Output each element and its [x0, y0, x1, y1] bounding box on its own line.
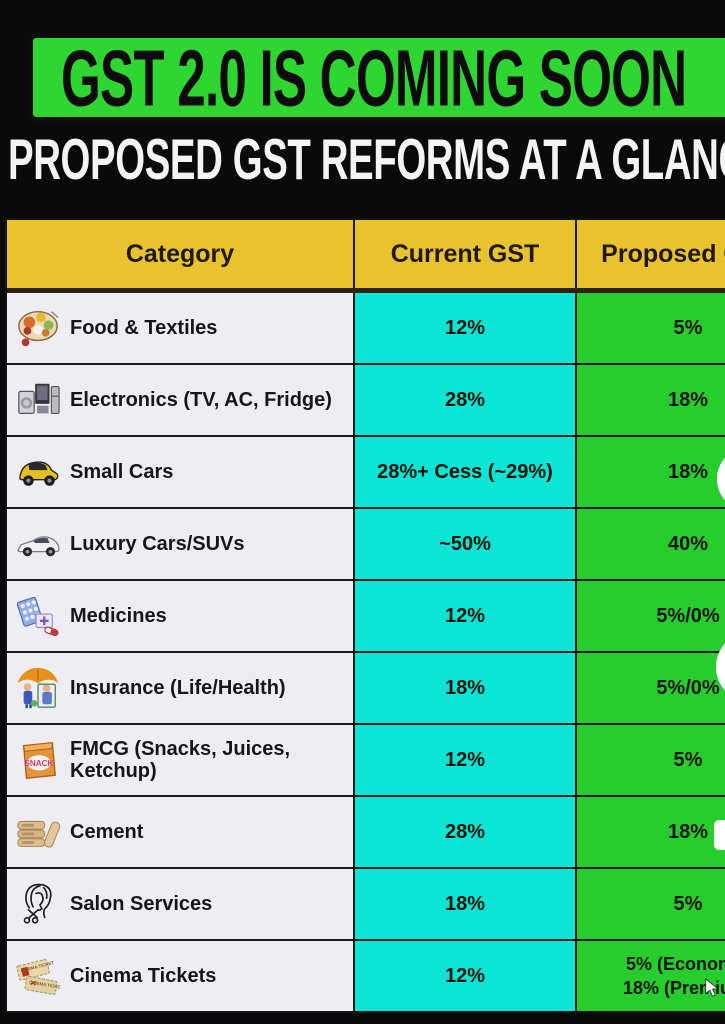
- table-row: Insurance (Life/Health) 18% 5%/0%: [7, 653, 725, 725]
- table-row: Medicines 12% 5%/0%: [7, 581, 725, 653]
- page-subtitle: PROPOSED GST REFORMS AT A GLANCE: [8, 128, 725, 192]
- table-row: Electronics (TV, AC, Fridge) 28% 18%: [7, 365, 725, 437]
- category-label: Salon Services: [70, 892, 213, 915]
- table-row: SNACK FMCG (Snacks, Juices, Ketchup) 12%…: [7, 725, 725, 797]
- snack-label: SNACK: [25, 759, 54, 768]
- proposed-gst-cell: 5%: [577, 869, 725, 939]
- snack-pack-icon: SNACK: [15, 737, 61, 783]
- medicines-icon: [15, 593, 61, 639]
- category-cell: Food & Textiles: [7, 293, 353, 363]
- header-proposed-gst: Proposed GST: [577, 220, 725, 288]
- current-gst-cell: 12%: [353, 725, 577, 795]
- table-row: Cement 28% 18%: [7, 797, 725, 869]
- salon-icon: [15, 881, 61, 927]
- mouse-cursor-icon: [705, 977, 719, 997]
- clipped-white-badge: [714, 820, 725, 850]
- proposed-economy-line: 5% (Economy): [625, 953, 725, 974]
- proposed-gst-cell: 5%: [577, 293, 725, 363]
- table-header-row: Category Current GST Proposed GST: [7, 220, 725, 293]
- category-label: Luxury Cars/SUVs: [70, 532, 245, 555]
- proposed-gst-cell: 18%: [577, 797, 725, 867]
- current-gst-cell: 12%: [353, 293, 577, 363]
- cinema-tickets-icon: CINEMA TICKET CINEMA TICKET: [15, 953, 61, 999]
- proposed-gst-cell: 18%: [577, 437, 725, 507]
- gst-table: Category Current GST Proposed GST Food: [5, 218, 725, 1013]
- category-cell: Insurance (Life/Health): [7, 653, 353, 723]
- current-gst-cell: 28%: [353, 797, 577, 867]
- proposed-gst-cell: 5% (Economy) 18% (Premium): [577, 941, 725, 1011]
- category-label: FMCG (Snacks, Juices, Ketchup): [70, 737, 291, 782]
- header-category: Category: [7, 220, 353, 288]
- cinema-ticket-label: CINEMA TICKET: [29, 979, 61, 990]
- subtitle-bar: PROPOSED GST REFORMS AT A GLANCE: [8, 128, 725, 192]
- page-title: GST 2.0 IS COMING SOON: [61, 32, 687, 123]
- luxury-car-icon: [15, 521, 61, 567]
- category-cell: Electronics (TV, AC, Fridge): [7, 365, 353, 435]
- proposed-gst-cell: 5%/0%: [577, 653, 725, 723]
- electronics-icon: [15, 377, 61, 423]
- insurance-icon: [15, 665, 61, 711]
- category-label: Cinema Tickets: [70, 964, 217, 987]
- category-label: Food & Textiles: [70, 316, 218, 339]
- small-car-icon: [15, 449, 61, 495]
- current-gst-cell: ~50%: [353, 509, 577, 579]
- proposed-premium-line: 18% (Premium): [622, 978, 725, 998]
- proposed-gst-cell: 40%: [577, 509, 725, 579]
- current-gst-cell: 18%: [353, 653, 577, 723]
- category-cell: Small Cars: [7, 437, 353, 507]
- category-label: Electronics (TV, AC, Fridge): [70, 388, 332, 411]
- category-cell: Medicines: [7, 581, 353, 651]
- current-gst-cell: 18%: [353, 869, 577, 939]
- current-gst-cell: 28%+ Cess (~29%): [353, 437, 577, 507]
- category-cell: Luxury Cars/SUVs: [7, 509, 353, 579]
- proposed-gst-cell: 18%: [577, 365, 725, 435]
- table-row: Luxury Cars/SUVs ~50% 40%: [7, 509, 725, 581]
- category-cell: CINEMA TICKET CINEMA TICKET Cinema Ticke…: [7, 941, 353, 1011]
- category-label: Small Cars: [70, 460, 174, 483]
- cement-bags-icon: [15, 809, 61, 855]
- header-current-gst: Current GST: [353, 220, 577, 288]
- category-label: Medicines: [70, 604, 167, 627]
- category-label: Cement: [70, 820, 144, 843]
- table-row: Salon Services 18% 5%: [7, 869, 725, 941]
- proposed-gst-cell: 5%: [577, 725, 725, 795]
- category-cell: Salon Services: [7, 869, 353, 939]
- food-plate-icon: [15, 305, 61, 351]
- current-gst-cell: 28%: [353, 365, 577, 435]
- current-gst-cell: 12%: [353, 581, 577, 651]
- table-row: Food & Textiles 12% 5%: [7, 293, 725, 365]
- category-cell: SNACK FMCG (Snacks, Juices, Ketchup): [7, 725, 353, 795]
- category-label: Insurance (Life/Health): [70, 676, 286, 699]
- current-gst-cell: 12%: [353, 941, 577, 1011]
- table-row: Small Cars 28%+ Cess (~29%) 18%: [7, 437, 725, 509]
- title-banner: GST 2.0 IS COMING SOON: [28, 32, 725, 123]
- category-cell: Cement: [7, 797, 353, 867]
- proposed-gst-cell: 5%/0%: [577, 581, 725, 651]
- table-row: CINEMA TICKET CINEMA TICKET Cinema Ticke…: [7, 941, 725, 1011]
